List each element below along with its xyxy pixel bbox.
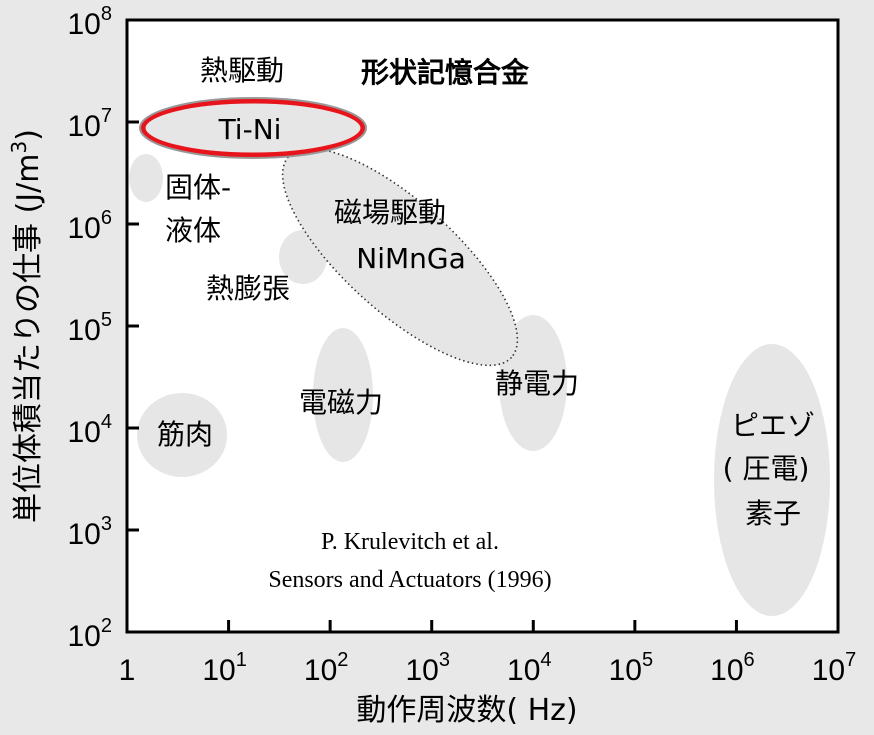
y-axis-label-sup: 3 xyxy=(7,141,31,154)
label-thermal-drive: 熱駆動 xyxy=(200,54,284,87)
x-tick-label: 103 xyxy=(405,649,450,687)
y-axis-label: 単位体積当たりの仕事 (J/m3) xyxy=(7,129,46,523)
label-piezo-1: ピエゾ xyxy=(731,409,815,442)
region-piezo xyxy=(714,344,830,616)
regions xyxy=(129,97,830,616)
axis-ticks xyxy=(127,120,738,632)
label-sma: 形状記憶合金 xyxy=(361,56,530,89)
x-tick-label: 1 xyxy=(119,654,136,687)
y-tick-label: 107 xyxy=(68,105,113,143)
region-tini xyxy=(140,98,366,158)
label-piezo-2: ( 圧電) xyxy=(723,452,810,485)
label-magnetic-drive: 磁場駆動 xyxy=(334,196,446,229)
tick-labels: 1 101 102 103 104 105 106 107 102 103 104 105 106 107… xyxy=(68,3,857,687)
y-tick-label: 102 xyxy=(68,615,113,653)
x-tick-label: 106 xyxy=(710,649,755,687)
y-tick-label: 103 xyxy=(68,513,113,551)
region-magnetic xyxy=(281,147,519,367)
region-solid-liquid xyxy=(129,154,163,202)
y-axis-label-close: ) xyxy=(11,129,46,141)
region-muscle xyxy=(137,393,227,477)
y-tick-label: 104 xyxy=(68,411,113,449)
label-nimnga: NiMnGa xyxy=(356,242,465,275)
y-tick-label: 108 xyxy=(68,3,113,41)
x-tick-label: 102 xyxy=(304,649,349,687)
region-tini-outline xyxy=(139,97,367,159)
y-tick-label: 106 xyxy=(68,207,113,245)
label-tini: Ti-Ni xyxy=(218,113,282,146)
label-solid-liquid-1: 固体- xyxy=(165,171,231,204)
label-electromagnetic: 電磁力 xyxy=(299,386,383,419)
y-tick-label: 105 xyxy=(68,309,113,347)
x-tick-label: 104 xyxy=(507,649,552,687)
label-muscle: 筋肉 xyxy=(157,418,213,451)
x-tick-label: 101 xyxy=(202,649,246,687)
y-axis-label-main: 単位体積当たりの仕事 (J/m xyxy=(11,154,46,523)
x-axis-label: 動作周波数( Hz) xyxy=(356,693,577,728)
annotation-line-2: Sensors and Actuators (1996) xyxy=(268,567,551,593)
annotation-line-1: P. Krulevitch et al. xyxy=(321,529,499,555)
label-solid-liquid-2: 液体 xyxy=(165,214,221,247)
x-tick-label: 107 xyxy=(812,649,857,687)
x-tick-label: 105 xyxy=(609,649,654,687)
label-electrostatic: 静電力 xyxy=(495,367,579,400)
region-electromagnetic xyxy=(313,328,373,462)
label-piezo-3: 素子 xyxy=(745,497,801,530)
label-thermal-expansion: 熱膨張 xyxy=(206,272,290,305)
